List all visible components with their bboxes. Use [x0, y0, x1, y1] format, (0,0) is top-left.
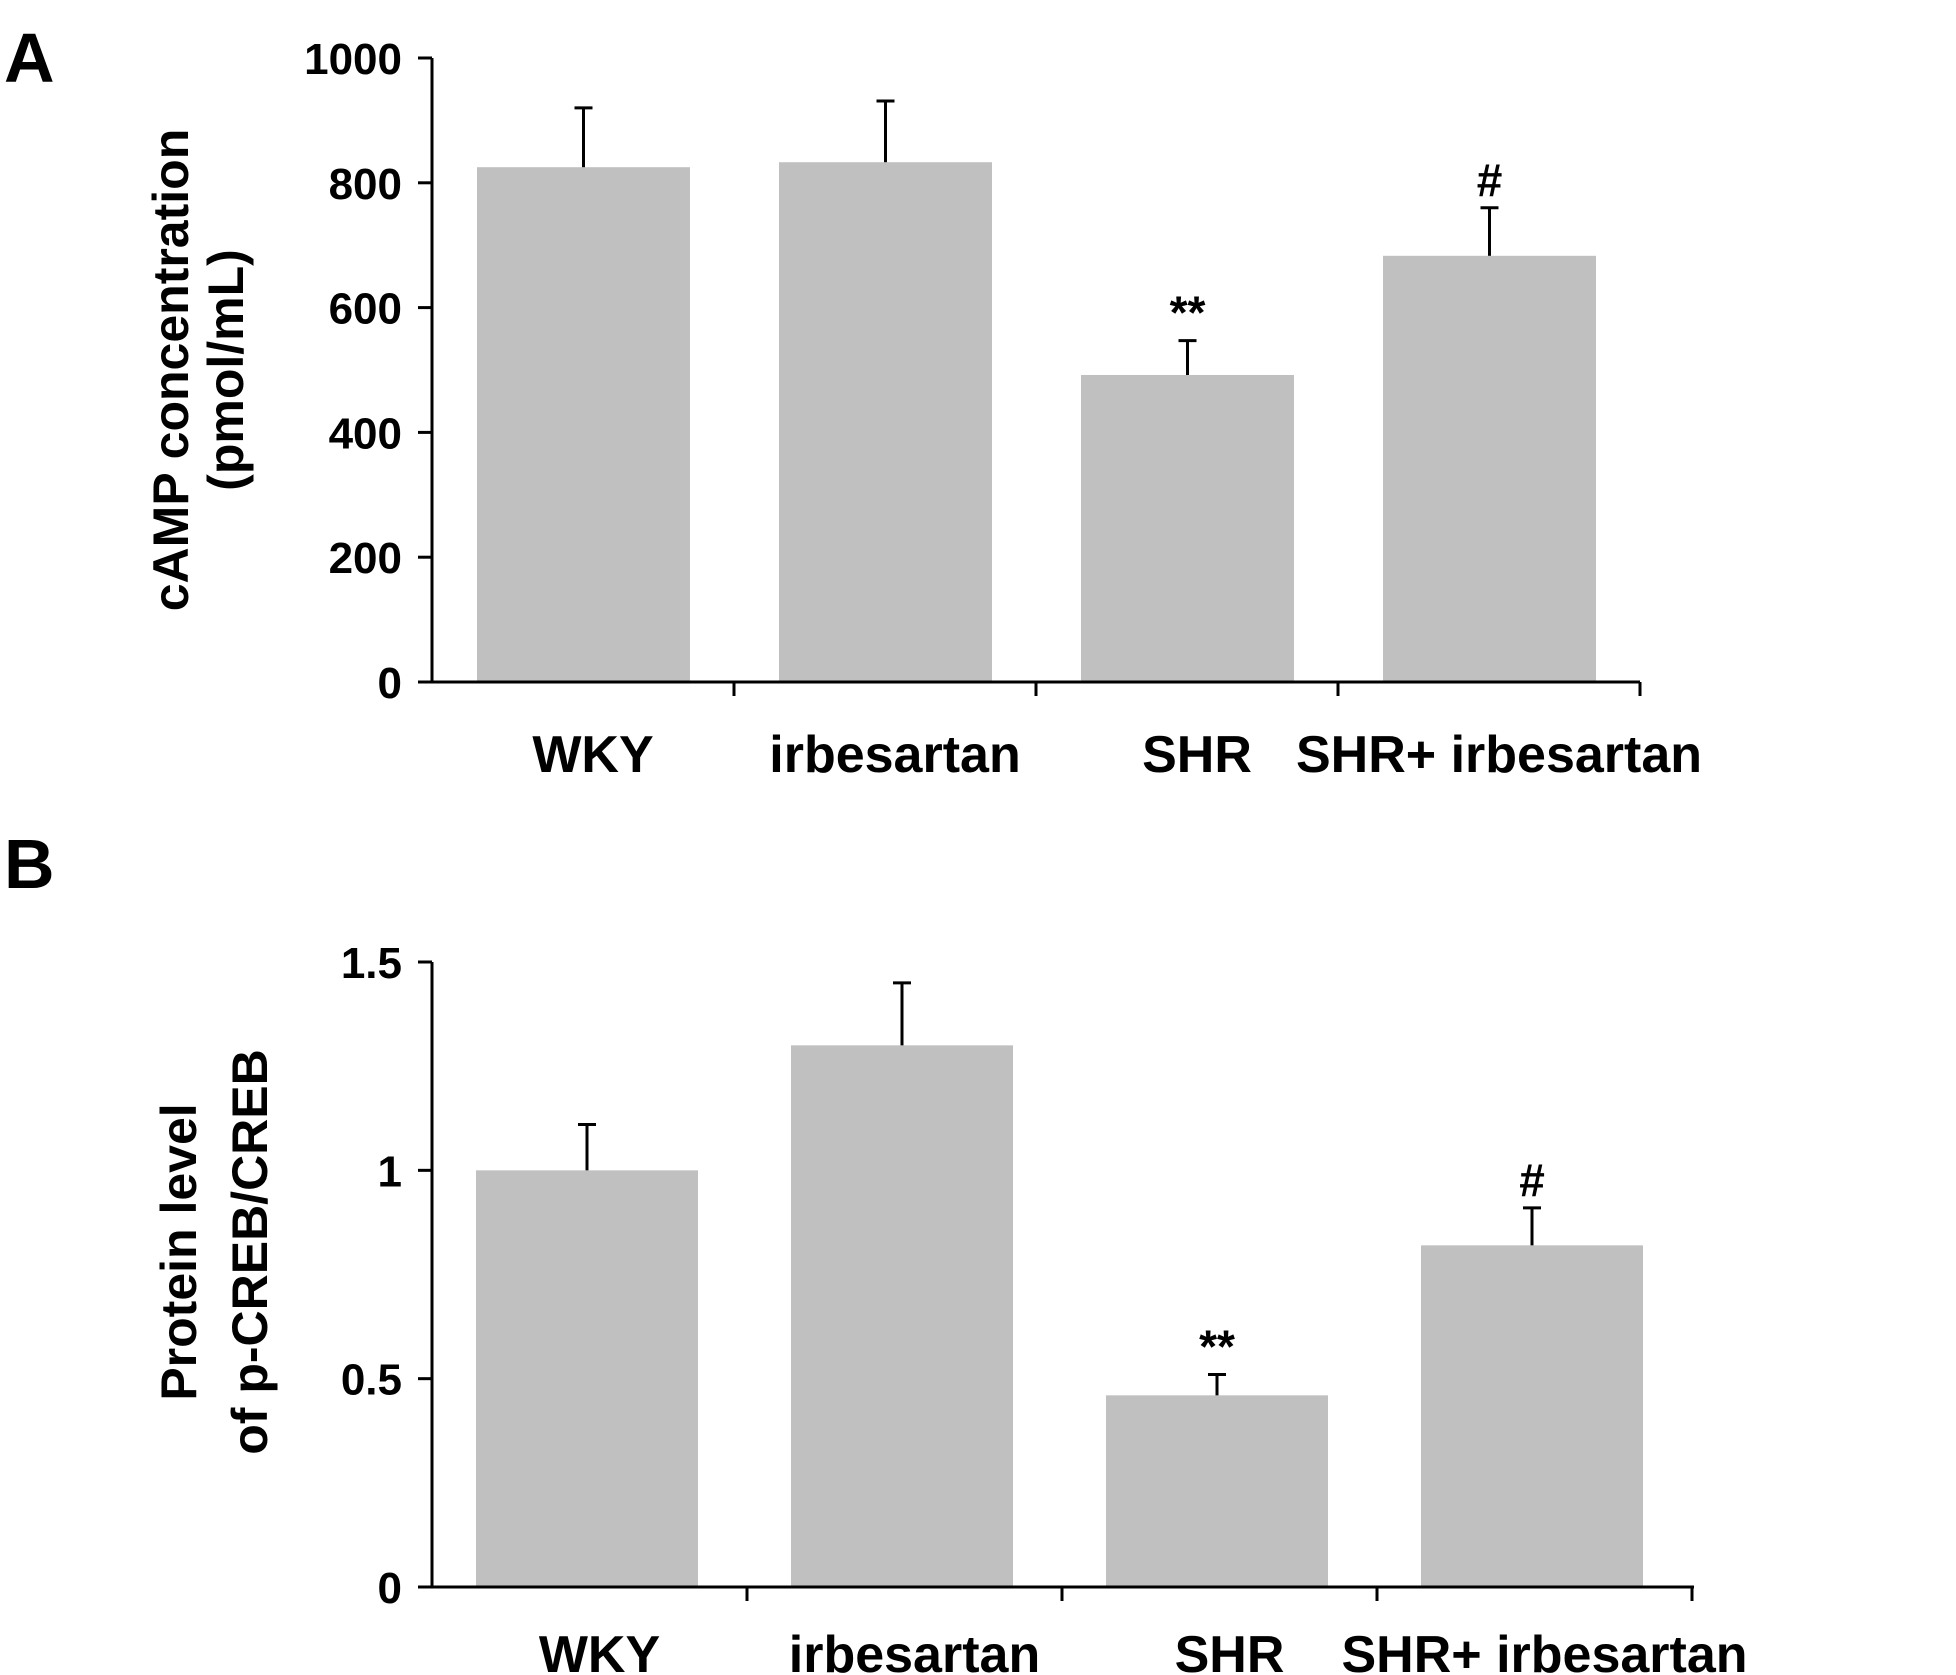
x-tick-label: SHR [1175, 1626, 1285, 1675]
bar [476, 1170, 698, 1587]
y-tick-label: 0 [378, 1564, 402, 1613]
x-tick-label: SHR+ irbesartan [1341, 1626, 1747, 1675]
panel-b: B WKY irbesartan ** SHR # SHR+ irbesartan 0 0.5 1… [4, 825, 1748, 1675]
panel-a: A WKY irbesartan ** SHR # SHR+ irbesartan 0 200 4… [4, 19, 1702, 784]
y-tick-label: 0.5 [341, 1356, 402, 1405]
bar [1081, 374, 1294, 682]
y-tick-label: 1000 [304, 35, 402, 84]
y-axis-title: of p-CREB/CREB [222, 1049, 278, 1455]
significance-marker: ** [1199, 1321, 1235, 1373]
x-tick-label: WKY [539, 1626, 660, 1675]
panel-label: A [4, 19, 55, 97]
y-tick-label: 1 [378, 1147, 402, 1196]
bar [477, 167, 690, 682]
x-tick-label: SHR [1142, 726, 1252, 784]
bar [1106, 1395, 1328, 1587]
y-axis-title: (pmol/mL) [198, 249, 254, 491]
y-tick-label: 400 [329, 409, 402, 458]
y-tick-label: 200 [329, 534, 402, 583]
significance-marker: # [1477, 154, 1503, 206]
x-tick-label: WKY [532, 726, 653, 784]
y-axis-title: Protein level [151, 1103, 207, 1400]
significance-marker: # [1519, 1154, 1545, 1206]
bar [1421, 1245, 1643, 1587]
bar [1383, 255, 1596, 683]
significance-marker: ** [1170, 287, 1206, 339]
panel-label: B [4, 825, 55, 903]
x-tick-label: irbesartan [789, 1626, 1040, 1675]
x-tick-label: irbesartan [769, 726, 1020, 784]
y-axis-title: cAMP concentration [143, 129, 199, 612]
x-tick-label: SHR+ irbesartan [1296, 726, 1702, 784]
y-tick-label: 0 [378, 659, 402, 708]
bar [779, 162, 992, 682]
y-tick-label: 1.5 [341, 939, 402, 988]
y-tick-label: 800 [329, 160, 402, 209]
y-tick-label: 600 [329, 285, 402, 334]
bar [791, 1045, 1013, 1587]
